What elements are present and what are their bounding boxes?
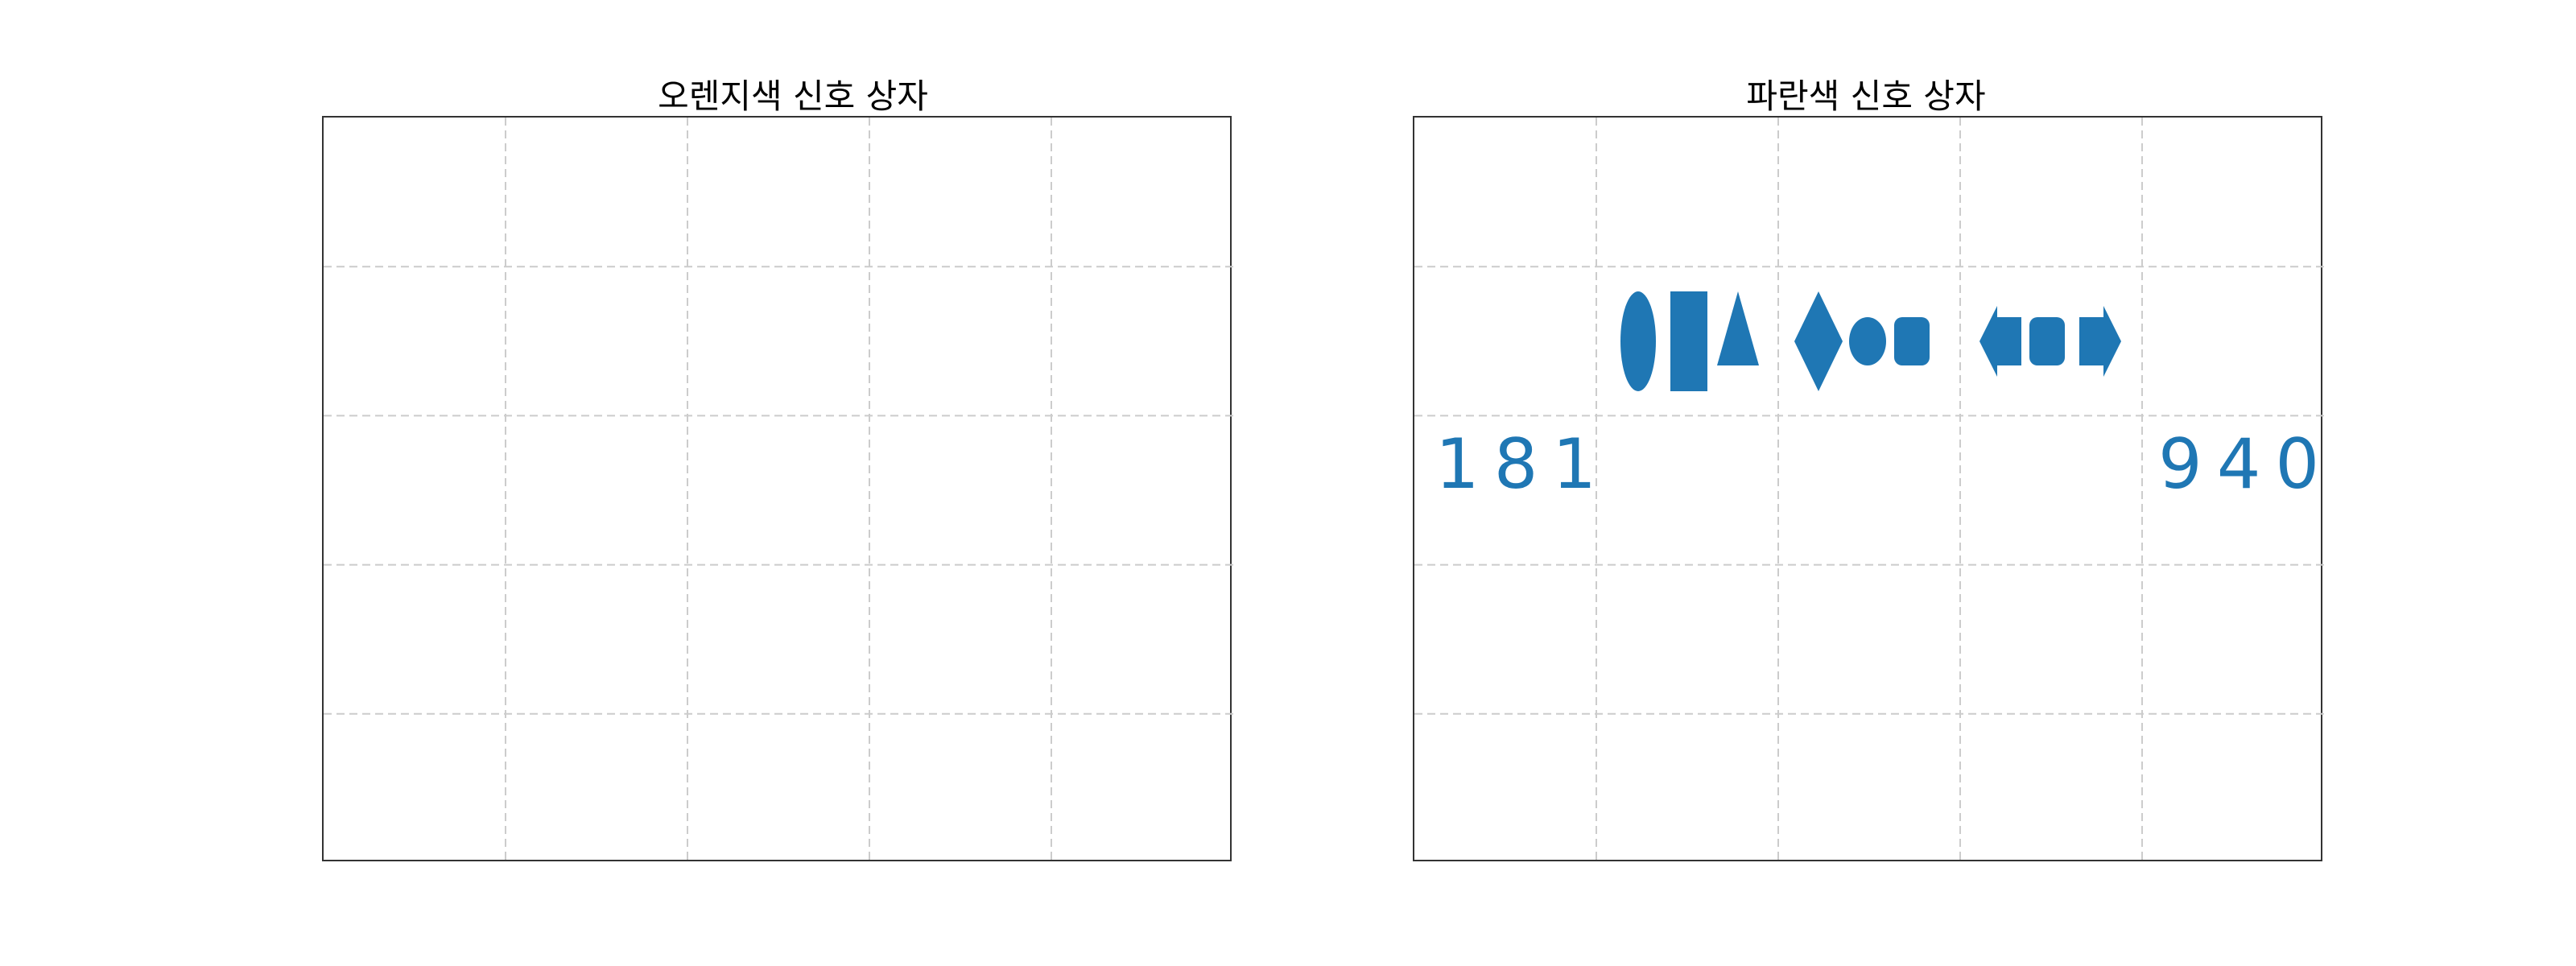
signal-rounded-square-shape: [1894, 317, 1930, 365]
signal-circle-shape: [1849, 317, 1886, 365]
signal-shape-group: [1620, 291, 2121, 391]
blue-panel-title: 파란색 신호 상자: [1746, 76, 1986, 116]
signal-right-arrow-shape: [2079, 306, 2121, 377]
signal-left-number: 181: [1435, 424, 1611, 505]
signal-triangle-shape: [1717, 291, 1759, 365]
blue-signal-box: 181 940: [1413, 116, 2324, 863]
orange-signal-box: [322, 116, 1233, 863]
blue-box-grid: 181 940: [1414, 118, 2324, 863]
signal-diamond-shape: [1794, 291, 1843, 391]
signal-left-arrow-shape: [1979, 306, 2021, 377]
orange-box-grid: [324, 118, 1233, 863]
signal-ellipse-shape: [1620, 291, 1656, 391]
signal-rounded-square-shape: [2029, 317, 2065, 365]
signal-right-number: 940: [2158, 424, 2334, 505]
orange-panel-title: 오렌지색 신호 상자: [658, 76, 928, 116]
signal-rectangle-shape: [1670, 291, 1707, 391]
